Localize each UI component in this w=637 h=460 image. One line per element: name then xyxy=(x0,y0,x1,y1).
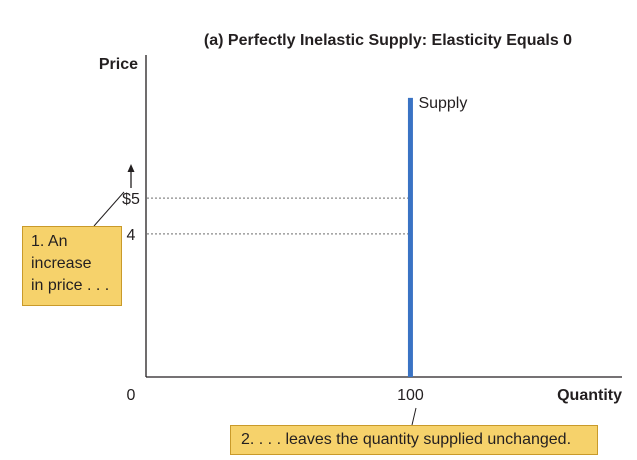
callout-price-increase: 1. An increase in price . . . xyxy=(22,226,122,306)
chart-title: (a) Perfectly Inelastic Supply: Elastici… xyxy=(204,32,572,49)
callout-1-line: increase xyxy=(31,255,92,272)
callout-quantity-unchanged: 2. . . . leaves the quantity supplied un… xyxy=(230,425,598,455)
x-tick-label: 100 xyxy=(397,387,424,404)
supply-curve-label: Supply xyxy=(418,95,467,112)
y-tick-labels: $5 4 xyxy=(122,191,140,244)
origin-label: 0 xyxy=(127,387,136,404)
callout-1-leader xyxy=(93,191,125,227)
series-layer: Supply xyxy=(407,95,467,377)
y-tick-label: 4 xyxy=(127,227,136,244)
callout-2-leader xyxy=(411,407,417,426)
y-tick-label: $5 xyxy=(122,191,140,208)
reference-lines xyxy=(147,197,411,235)
x-axis-title: Quantity xyxy=(557,387,622,404)
callout-1-line: 1. An xyxy=(31,233,68,250)
callout-1-line: in price . . . xyxy=(31,277,110,294)
x-tick-labels: 100 xyxy=(397,387,424,404)
price-increase-arrowhead xyxy=(127,164,135,172)
y-axis-title: Price xyxy=(99,56,138,73)
